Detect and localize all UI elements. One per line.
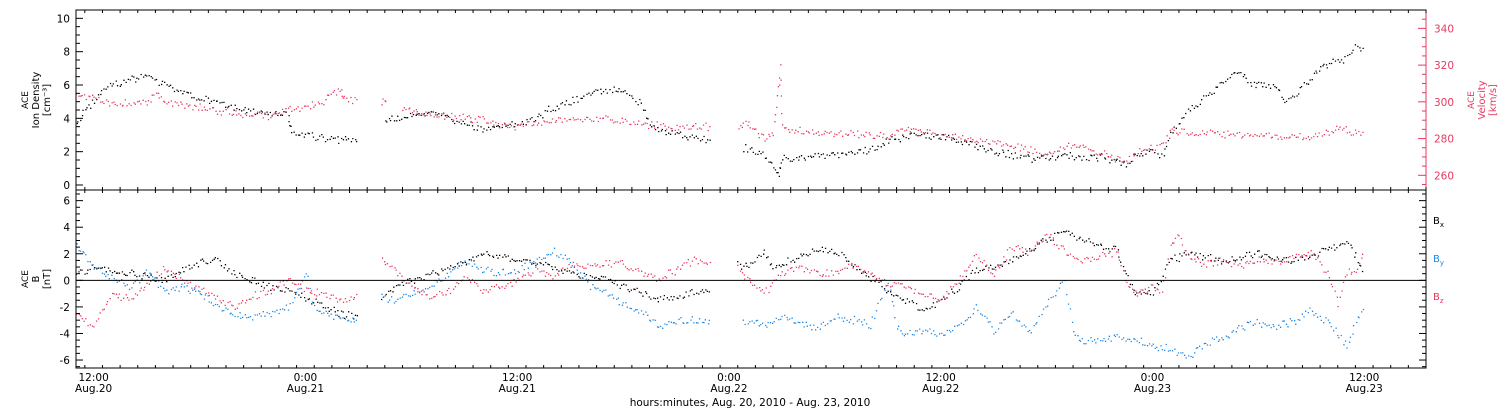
y-axis-title-line: [cm⁻³]: [42, 84, 53, 116]
series-By: [76, 243, 1365, 359]
series-Bz-points: [75, 233, 1364, 328]
right-y-tick-label: 260: [1434, 170, 1454, 182]
x-tick-label-time: 0:00: [1141, 372, 1165, 384]
x-tick-label-time: 12:00: [926, 372, 956, 384]
y-tick-label: -6: [60, 355, 71, 367]
y-tick-label: 2: [63, 249, 70, 261]
legend-entry-Bz: Bz: [1433, 292, 1444, 305]
y-tick-label: 0: [63, 275, 70, 287]
legend-subscript: x: [1440, 221, 1444, 229]
right-y-axis-title-line: ACE: [1467, 91, 1477, 109]
x-tick-label-time: 0:00: [294, 372, 318, 384]
x-tick-label-time: 12:00: [1349, 372, 1379, 384]
x-tick-label-date: Aug.23: [1346, 383, 1383, 395]
x-tick-label-date: Aug.23: [1134, 383, 1171, 395]
y-axis-title-line: [nT]: [42, 269, 53, 289]
legend-entry-Bx: Bx: [1433, 216, 1444, 229]
y-tick-label: 6: [63, 80, 70, 92]
y-axis-title-line: Ion Density: [31, 72, 42, 129]
x-tick-label-date: Aug.20: [75, 383, 112, 395]
x-tick-label-date: Aug.22: [710, 383, 747, 395]
legend-entry-By: By: [1433, 254, 1444, 267]
right-y-tick-label: 320: [1434, 60, 1454, 72]
y-tick-label: 4: [63, 222, 70, 234]
x-tick-label-date: Aug.21: [499, 383, 536, 395]
x-tick-label-time: 12:00: [79, 372, 109, 384]
right-y-axis-title-line: [km/s]: [1488, 84, 1499, 116]
legend-subscript: z: [1440, 297, 1444, 305]
series-density: [76, 44, 1364, 178]
x-tick-label-date: Aug.22: [922, 383, 959, 395]
series-velocity: [75, 64, 1364, 165]
y-tick-label: -2: [60, 302, 70, 314]
bottom-panel-frame: [75, 189, 1427, 369]
y-tick-label: 2: [63, 147, 70, 159]
x-axis-title: hours:minutes, Aug. 20, 2010 - Aug. 23, …: [630, 397, 871, 409]
x-tick-label-date: Aug.21: [287, 383, 324, 395]
y-tick-label: 10: [57, 13, 70, 25]
y-tick-label: 0: [63, 180, 70, 192]
right-y-axis-title-line: Velocity: [1477, 80, 1488, 119]
y-tick-label: 4: [63, 113, 70, 125]
x-tick-label-time: 0:00: [717, 372, 741, 384]
right-y-tick-label: 300: [1434, 97, 1454, 109]
series-velocity-points: [75, 64, 1364, 165]
y-axis-title-line: ACE: [21, 270, 31, 288]
y-axis-title-line: B: [31, 275, 42, 282]
series-density-points: [76, 44, 1364, 178]
series-Bx-points: [75, 230, 1364, 320]
y-axis-title-line: ACE: [21, 91, 31, 109]
x-tick-label-time: 12:00: [502, 372, 532, 384]
series-Bx: [75, 230, 1364, 320]
top-panel-frame: [75, 9, 1427, 191]
right-y-tick-label: 280: [1434, 134, 1454, 146]
series-Bz: [75, 233, 1364, 328]
y-tick-label: 8: [63, 47, 70, 59]
series-By-points: [76, 243, 1365, 359]
right-y-tick-label: 340: [1434, 23, 1454, 35]
y-tick-label: 6: [63, 196, 70, 208]
y-tick-label: -4: [60, 328, 71, 340]
legend-subscript: y: [1440, 259, 1444, 267]
